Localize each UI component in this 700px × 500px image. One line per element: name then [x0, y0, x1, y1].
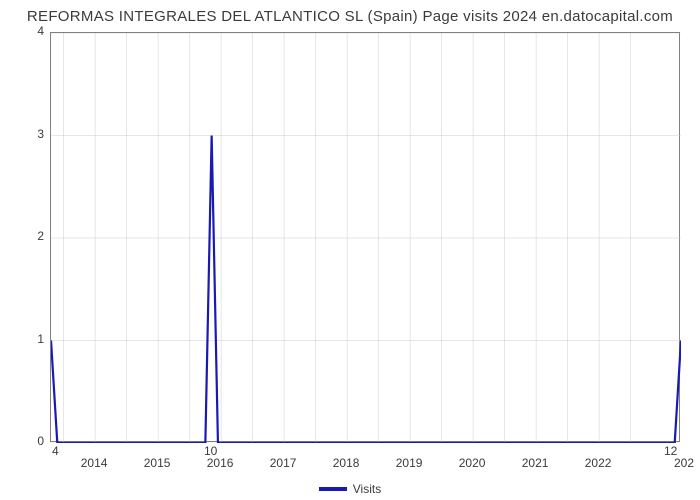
x-secondary-label: 12: [664, 444, 677, 458]
x-secondary-label: 4: [52, 444, 59, 458]
y-tick-label: 4: [0, 24, 44, 38]
x-tick-label: 2018: [333, 456, 360, 470]
x-tick-label: 2020: [459, 456, 486, 470]
x-tick-label: 2015: [144, 456, 171, 470]
series-line: [51, 136, 681, 444]
x-tick-label: 2021: [522, 456, 549, 470]
chart-container: REFORMAS INTEGRALES DEL ATLANTICO SL (Sp…: [0, 0, 700, 500]
x-tick-label: 2022: [585, 456, 612, 470]
y-tick-label: 2: [0, 229, 44, 243]
gridlines: [51, 33, 681, 443]
legend: Visits: [0, 482, 700, 496]
x-tick-label: 202: [674, 456, 694, 470]
x-secondary-label: 10: [204, 444, 217, 458]
plot-area: [50, 32, 680, 442]
legend-label: Visits: [353, 482, 381, 496]
chart-title: REFORMAS INTEGRALES DEL ATLANTICO SL (Sp…: [0, 8, 700, 25]
y-tick-label: 3: [0, 127, 44, 141]
y-tick-label: 1: [0, 332, 44, 346]
x-tick-label: 2016: [207, 456, 234, 470]
plot-svg: [51, 33, 681, 443]
x-tick-label: 2014: [81, 456, 108, 470]
y-tick-label: 0: [0, 434, 44, 448]
x-tick-label: 2019: [396, 456, 423, 470]
legend-swatch: [319, 487, 347, 491]
x-tick-label: 2017: [270, 456, 297, 470]
